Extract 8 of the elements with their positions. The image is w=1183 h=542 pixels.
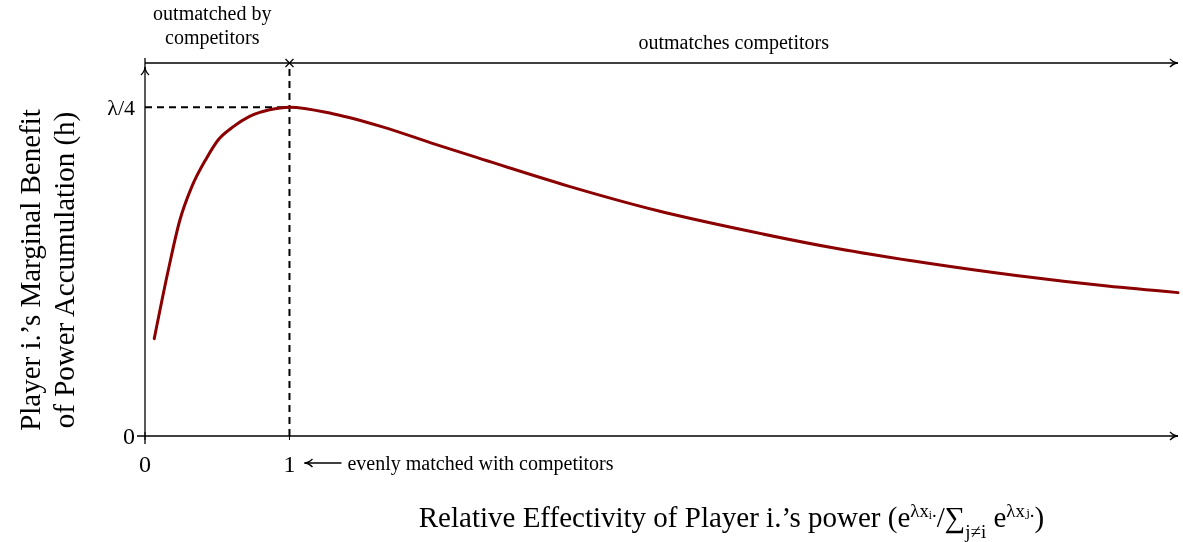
x-tick-label: 1 xyxy=(283,451,296,477)
text: outmatched by competitors xyxy=(153,2,272,49)
text: evenly matched with competitors xyxy=(347,452,614,475)
x-axis-title: Relative Effectivity of Player i.’s power (e$^{λxᵢ.}$/∑$_{j≠i}$ e$^{λxⱼ.}$) xyxy=(418,499,1045,542)
text: 0 xyxy=(123,423,135,449)
text: outmatches competitors xyxy=(638,31,830,54)
ref-line-label: λ/4 xyxy=(107,95,135,121)
y-axis-title: Player i.’s Marginal Benefit of Power Accumulation (h) xyxy=(14,109,81,431)
